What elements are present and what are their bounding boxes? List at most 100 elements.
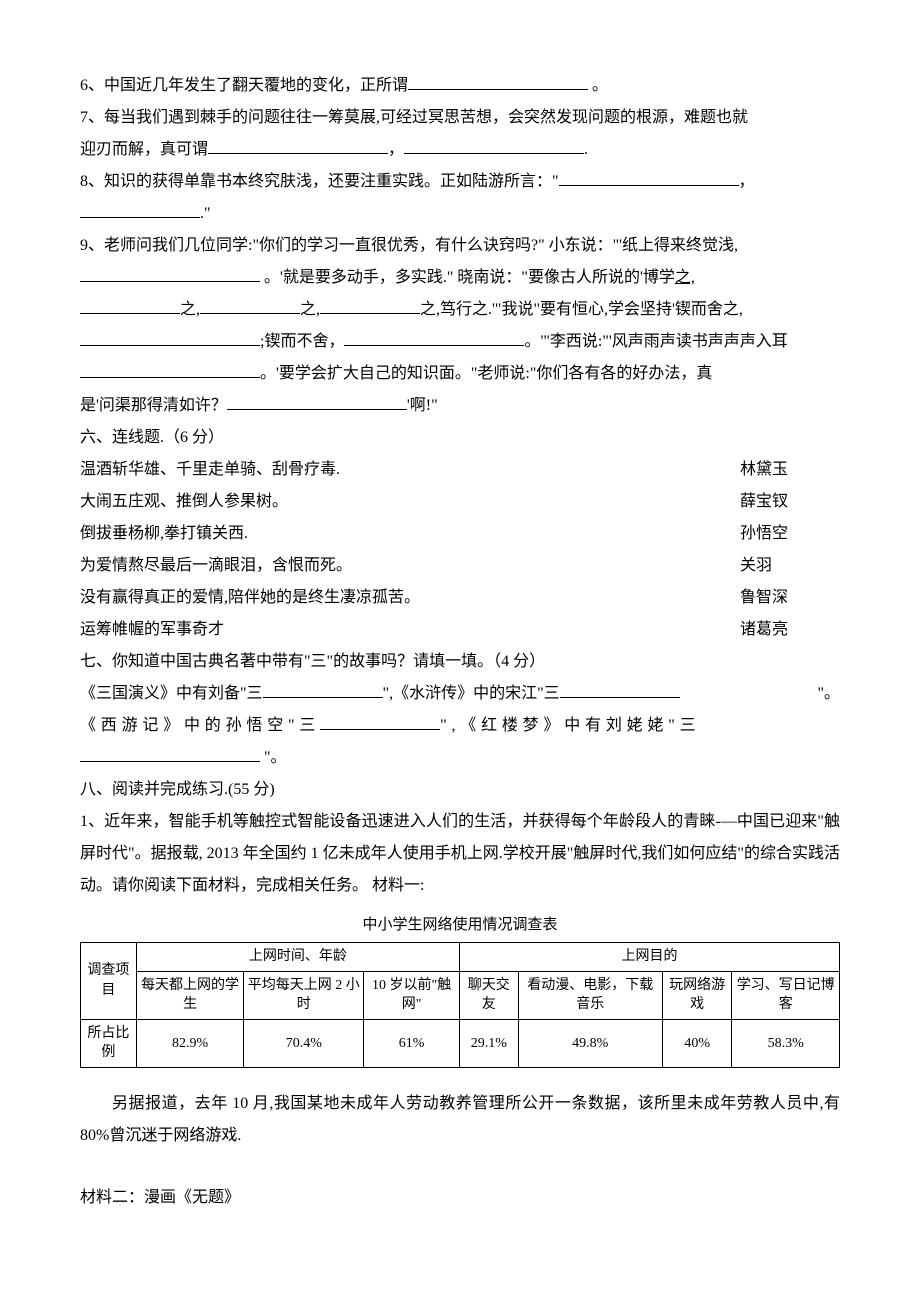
- q9-t3: 之,笃行之.'"我说"要有恒心,学会坚持'锲而舍之,: [420, 301, 743, 318]
- match-left: 没有赢得真正的爱情,陪伴她的是终生凄凉孤苦。: [80, 582, 740, 614]
- s7-b2: [560, 679, 680, 698]
- q7-line1: 7、每当我们遇到棘手的问题往往一筹莫展,可经过冥思苦想，会突然发现问题的根源，难…: [80, 102, 840, 134]
- match-left: 为爱情熬尽最后一滴眼泪，含恨而死。: [80, 550, 740, 582]
- table-col-header: 平均每天上网 2 小时: [244, 971, 364, 1019]
- s7-t1b: ",《水浒传》中的宋江"三: [383, 685, 560, 702]
- s7-t1c: "。: [817, 678, 840, 710]
- table-col-header: 学习、写日记博客: [732, 971, 840, 1019]
- q9-b8: [227, 391, 407, 410]
- table-cell: 40%: [662, 1019, 731, 1067]
- material2: 材料二：漫画《无题》: [80, 1182, 840, 1214]
- q8-blank2: [80, 199, 200, 218]
- table-col-header: 玩网络游戏: [662, 971, 731, 1019]
- s7-b4: [80, 743, 260, 762]
- s7-t1a: 《三国演义》中有刘备"三: [80, 685, 263, 702]
- q7-line2: 迎刃而解，真可谓，.: [80, 134, 840, 166]
- match-row: 大闹五庄观、推倒人参果树。薛宝钗: [80, 486, 840, 518]
- q8-text1: 8、知识的获得单靠书本终究肤浅，还要注重实践。正如陆游所言：": [80, 173, 559, 190]
- s7-t2c: "。: [260, 749, 287, 766]
- q8-end: .": [200, 205, 211, 222]
- q9-t1: 9、老师问我们几位同学:"你们的学习一直很优秀，有什么诀窍吗?" 小东说："'纸…: [80, 237, 738, 254]
- s8-p1: 1、近年来，智能手机等触控式智能设备迅速进入人们的生活，并获得每个年龄段人的青睐…: [80, 806, 840, 902]
- s7-title: 七、你知道中国古典名著中带有"三"的故事吗？请填一填。（4 分）: [80, 646, 840, 678]
- q6-end: 。: [588, 77, 608, 94]
- q9-t6b: '啊!": [407, 397, 438, 414]
- table-cell: 29.1%: [460, 1019, 519, 1067]
- q7-sep: ，: [388, 141, 404, 158]
- table-cell: 61%: [364, 1019, 460, 1067]
- table-vals-row: 所占比例 82.9%70.4%61%29.1%49.8%40%58.3%: [81, 1019, 840, 1067]
- q8-sep: ，: [739, 173, 755, 190]
- match-left: 倒拔垂杨柳,拳打镇关西.: [80, 518, 740, 550]
- table-cell: 49.8%: [518, 1019, 662, 1067]
- th-label: 调查项目: [81, 943, 137, 1020]
- s7-t2a: 《西游记》中的孙悟空"三: [80, 717, 320, 734]
- q8-line1: 8、知识的获得单靠书本终究肤浅，还要注重实践。正如陆游所言：" ，: [80, 166, 840, 198]
- table-cell: 70.4%: [244, 1019, 364, 1067]
- q9-b1: [80, 263, 260, 282]
- s7-t2b: ",《红楼梦》中有刘姥姥"三: [440, 717, 700, 734]
- match-left: 温酒斩华雄、千里走单骑、刮骨疗毒.: [80, 454, 740, 486]
- td-label2: 所占比例: [81, 1019, 137, 1067]
- match-container: 温酒斩华雄、千里走单骑、刮骨疗毒.林黛玉大闹五庄观、推倒人参果树。薛宝钗倒拔垂杨…: [80, 454, 840, 646]
- q9-b7: [80, 359, 260, 378]
- table-header-row: 调查项目 上网时间、年龄 上网目的: [81, 943, 840, 972]
- q9-zhi3: 之,: [300, 301, 320, 318]
- q9-b5: [80, 327, 260, 346]
- match-right: 诸葛亮: [740, 614, 840, 646]
- q9-line2: 。'就是要多动手，多实践." 晓南说："要像古人所说的'博学之,: [80, 262, 840, 294]
- s7-b3: [320, 711, 440, 730]
- after-table: 另据报道，去年 10 月,我国某地未成年人劳动教养管理所公开一条数据，该所里未成…: [80, 1088, 840, 1152]
- q9-t2: 。'就是要多动手，多实践." 晓南说："要像古人所说的'博学: [260, 269, 675, 286]
- table-cell: 58.3%: [732, 1019, 840, 1067]
- q8-line2: .": [80, 198, 840, 230]
- q9-zhi1: 之,: [675, 269, 695, 286]
- q9-t6a: 是'问渠那得清如许？: [80, 397, 227, 414]
- q6-text: 6、中国近几年发生了翻天覆地的变化，正所谓: [80, 77, 408, 94]
- match-row: 为爱情熬尽最后一滴眼泪，含恨而死。关羽: [80, 550, 840, 582]
- match-right: 孙悟空: [740, 518, 840, 550]
- table-col-header: 看动漫、电影，下载音乐: [518, 971, 662, 1019]
- q9-line1: 9、老师问我们几位同学:"你们的学习一直很优秀，有什么诀窍吗?" 小东说："'纸…: [80, 230, 840, 262]
- match-right: 鲁智深: [740, 582, 840, 614]
- q8-blank1: [559, 167, 739, 186]
- q7-blank1: [208, 135, 388, 154]
- s8-title: 八、阅读并完成练习.(55 分): [80, 774, 840, 806]
- q7-blank2: [404, 135, 584, 154]
- survey-table: 调查项目 上网时间、年龄 上网目的 每天都上网的学生平均每天上网 2 小时10 …: [80, 942, 840, 1068]
- s7-line2: 《西游记》中的孙悟空"三 ",《红楼梦》中有刘姥姥"三: [80, 710, 840, 742]
- table-col-header: 每天都上网的学生: [136, 971, 244, 1019]
- q9-line3: 之, 之, 之,笃行之.'"我说"要有恒心,学会坚持'锲而舍之,: [80, 294, 840, 326]
- table-cols-row: 每天都上网的学生平均每天上网 2 小时10 岁以前"触网"聊天交友看动漫、电影，…: [81, 971, 840, 1019]
- s7-line1: 《三国演义》中有刘备"三 ",《水浒传》中的宋江"三 "。: [80, 678, 840, 710]
- q9-t4b: 。'"李西说:"'风声雨声读书声声声入耳: [524, 333, 787, 350]
- q9-t4a: ;锲而不舍，: [260, 333, 344, 350]
- table-cell: 82.9%: [136, 1019, 244, 1067]
- q9-zhi2: 之,: [180, 301, 200, 318]
- match-row: 没有赢得真正的爱情,陪伴她的是终生凄凉孤苦。鲁智深: [80, 582, 840, 614]
- q9-b4: [320, 295, 420, 314]
- s7-line3: "。: [80, 742, 840, 774]
- match-row: 倒拔垂杨柳,拳打镇关西.孙悟空: [80, 518, 840, 550]
- table-title: 中小学生网络使用情况调查表: [80, 910, 840, 940]
- q7-text1: 7、每当我们遇到棘手的问题往往一筹莫展,可经过冥思苦想，会突然发现问题的根源，难…: [80, 109, 748, 126]
- q9-line4: ;锲而不舍， 。'"李西说:"'风声雨声读书声声声入耳: [80, 326, 840, 358]
- match-right: 薛宝钗: [740, 486, 840, 518]
- match-left: 大闹五庄观、推倒人参果树。: [80, 486, 740, 518]
- match-row: 运筹帷幄的军事奇才诸葛亮: [80, 614, 840, 646]
- q9-line6: 是'问渠那得清如许？ '啊!": [80, 390, 840, 422]
- q7-text2: 迎刃而解，真可谓: [80, 141, 208, 158]
- q6: 6、中国近几年发生了翻天覆地的变化，正所谓 。: [80, 70, 840, 102]
- match-right: 林黛玉: [740, 454, 840, 486]
- q9-line5: 。'要学会扩大自己的知识面。"老师说:"你们各有各的好办法，真: [80, 358, 840, 390]
- match-right: 关羽: [740, 550, 840, 582]
- table-col-header: 聊天交友: [460, 971, 519, 1019]
- match-row: 温酒斩华雄、千里走单骑、刮骨疗毒.林黛玉: [80, 454, 840, 486]
- table-col-header: 10 岁以前"触网": [364, 971, 460, 1019]
- s7-b1: [263, 679, 383, 698]
- q9-b3: [200, 295, 300, 314]
- q6-blank: [408, 71, 588, 90]
- q9-t5: 。'要学会扩大自己的知识面。"老师说:"你们各有各的好办法，真: [260, 365, 712, 382]
- s6-title: 六、连线题.（6 分）: [80, 422, 840, 454]
- q9-b2: [80, 295, 180, 314]
